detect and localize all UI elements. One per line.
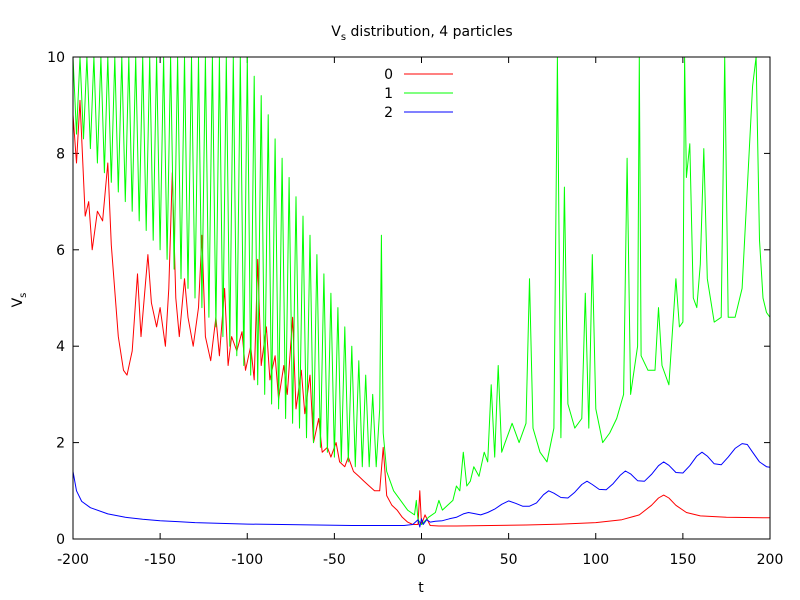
series-lines [72,56,771,528]
legend-label: 2 [384,105,393,121]
x-axis-label: t [418,580,424,596]
chart-title: Vs distribution, 4 particles [331,24,512,43]
x-tick-label: -50 [323,552,346,568]
legend-label: 1 [384,86,393,102]
y-tick-label: 10 [47,50,65,66]
x-tick-label: 50 [500,552,518,568]
y-axis-label: Vs [10,293,29,308]
y-tick-label: 0 [56,532,65,548]
y-tick-label: 2 [56,436,65,452]
x-tick-label: 0 [417,552,426,568]
x-tick-label: 200 [757,552,784,568]
x-tick-label: -200 [57,552,89,568]
y-tick-label: 4 [56,339,65,355]
legend: 0 1 2 [384,67,453,121]
x-tick-label: 150 [670,552,697,568]
x-tick-label: -150 [144,552,176,568]
series-line-2 [72,443,771,528]
y-tick-label: 8 [56,146,65,162]
series-line-1 [72,56,771,525]
plot-frame [72,56,771,540]
x-tick-label: 100 [582,552,609,568]
series-line-0 [72,99,771,527]
y-tick-label: 6 [56,243,65,259]
x-tick-label: -100 [231,552,263,568]
legend-label: 0 [384,67,393,83]
